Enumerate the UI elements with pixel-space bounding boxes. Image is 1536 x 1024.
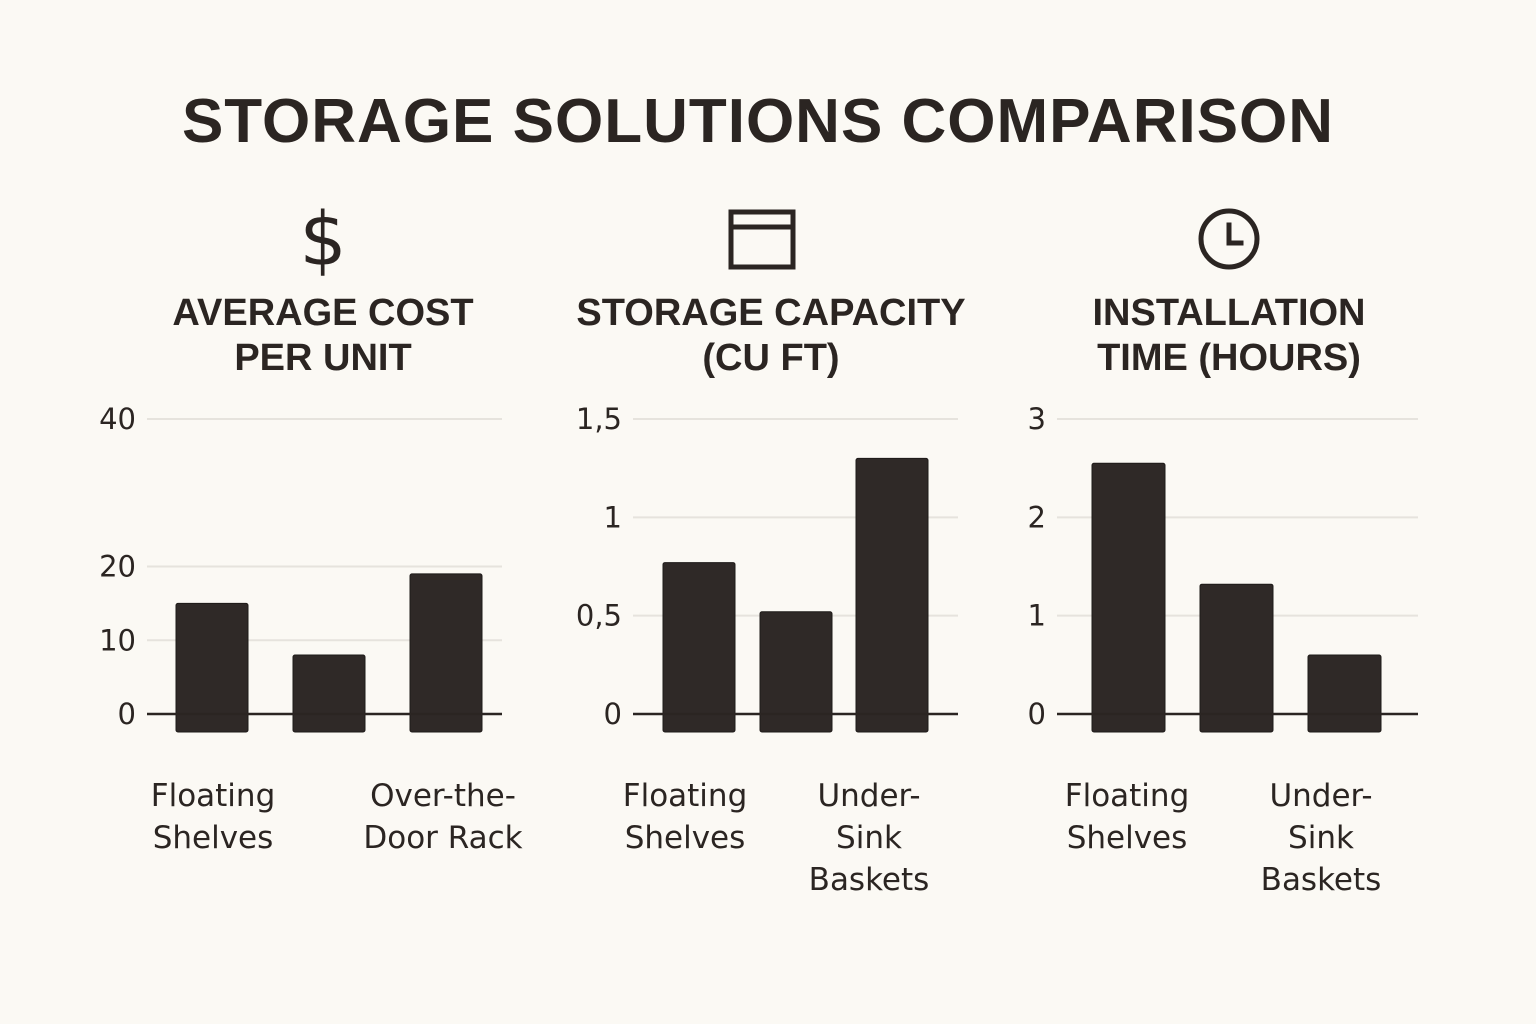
y-tick-label: 0,5 <box>576 599 622 633</box>
chart-title-line: (CU FT) <box>702 337 839 379</box>
bar <box>175 602 249 733</box>
y-tick-label: 40 <box>99 402 136 436</box>
bar <box>1307 654 1382 733</box>
x-category-label: Under-Sink Baskets <box>809 778 930 898</box>
dollar-icon: $ <box>299 197 346 283</box>
y-tick-label: 2 <box>1028 500 1046 534</box>
bar <box>1199 583 1274 733</box>
x-category-label: Floating Shelves <box>623 778 748 856</box>
bar <box>292 654 366 733</box>
storage-box-icon <box>728 209 796 270</box>
x-category-label: Floating Shelves <box>1065 778 1190 856</box>
y-tick-label: 1 <box>1028 599 1046 633</box>
x-category-label: Over-the-Door Rack <box>363 778 522 856</box>
y-tick-label: 1 <box>604 500 622 534</box>
y-tick-label: 3 <box>1028 402 1046 436</box>
svg-text:$: $ <box>299 197 346 283</box>
chart-panel-2: STORAGE CAPACITY(CU FT) 0 0,5 1 1,5 Floating S… <box>576 209 966 898</box>
chart-title-line: INSTALLATION <box>1093 292 1366 334</box>
page-title: STORAGE SOLUTIONS COMPARISON <box>181 87 1335 156</box>
bar <box>1091 462 1166 733</box>
y-tick-label: 10 <box>99 623 136 657</box>
x-category-label: Floating Shelves <box>151 778 276 856</box>
chart-title-line: STORAGE CAPACITY <box>576 292 965 334</box>
bar <box>759 611 833 733</box>
bar <box>662 562 736 733</box>
clock-icon <box>1198 208 1260 270</box>
y-tick-label: 1,5 <box>576 402 622 436</box>
chart-title-line: PER UNIT <box>234 337 411 379</box>
chart-title-line: TIME (HOURS) <box>1097 337 1361 379</box>
y-tick-label: 0 <box>118 697 136 731</box>
bar <box>409 573 483 733</box>
chart-title-line: AVERAGE COST <box>172 292 473 334</box>
x-category-label: Under-Sink Baskets <box>1261 778 1382 898</box>
y-tick-label: 0 <box>1028 697 1046 731</box>
bar <box>855 457 929 733</box>
y-tick-label: 0 <box>604 697 622 731</box>
y-tick-label: 20 <box>99 550 136 584</box>
